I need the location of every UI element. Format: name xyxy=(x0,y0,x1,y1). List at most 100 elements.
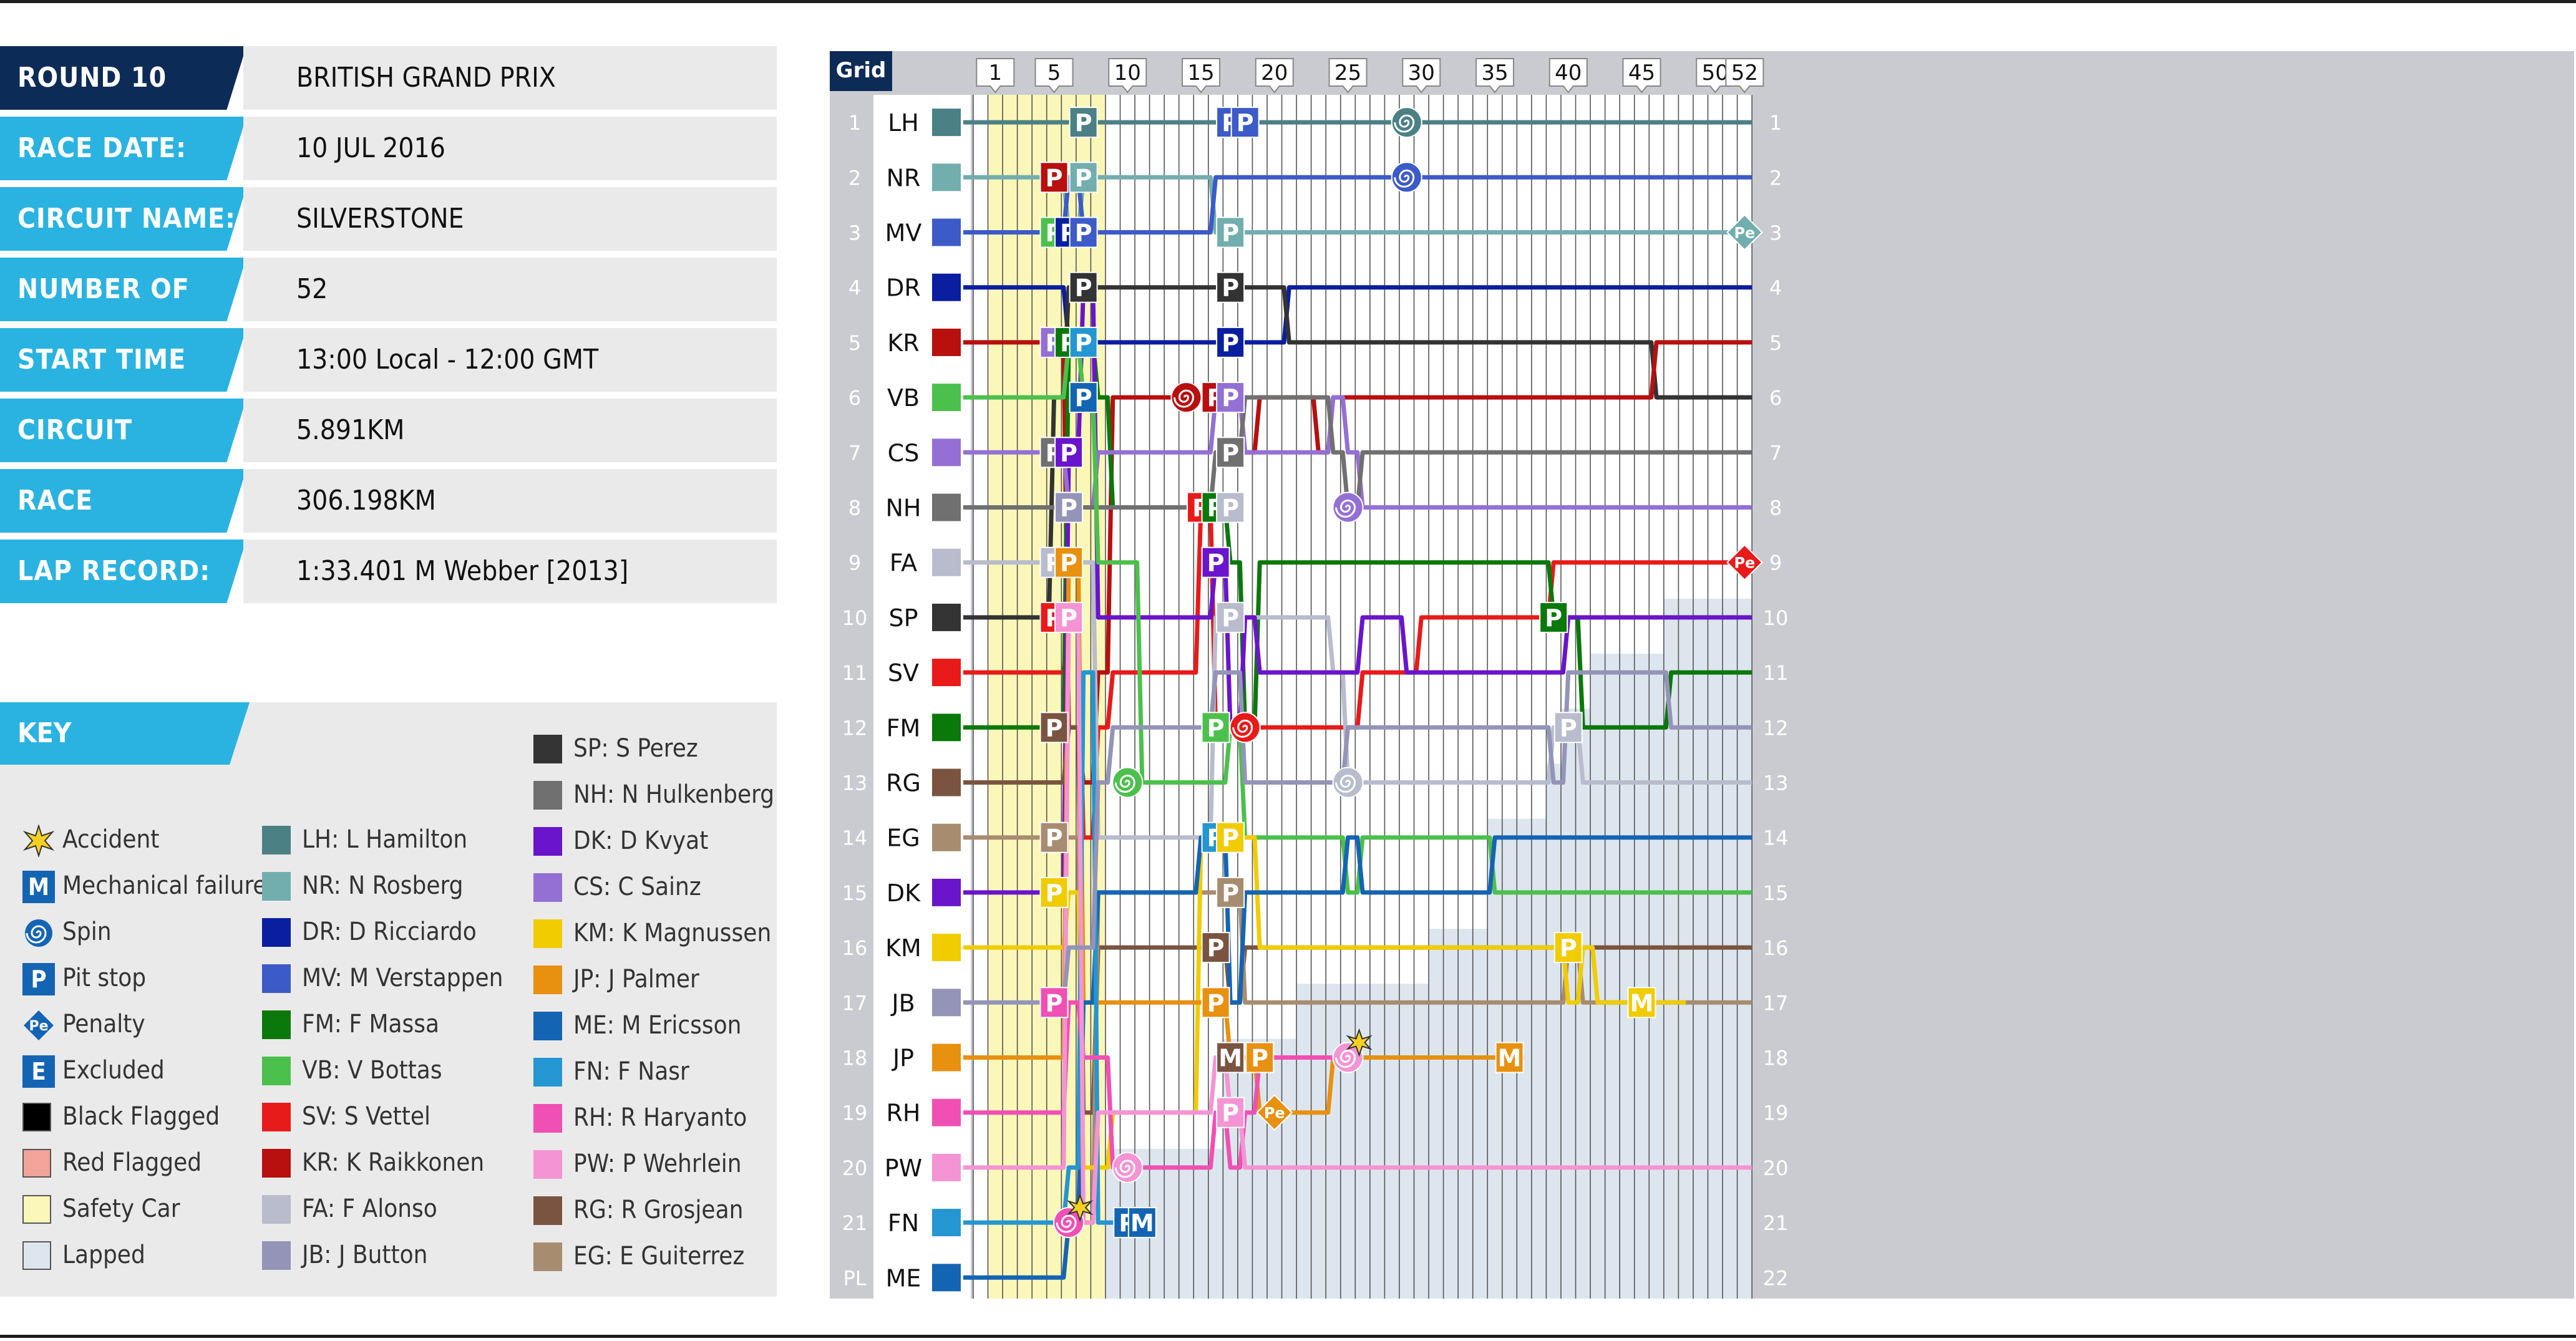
series-line-sp xyxy=(963,285,1752,620)
key-driver-label: SP: S Perez xyxy=(573,734,698,763)
grid-driver-code: DK xyxy=(887,879,921,907)
event-label: P xyxy=(1251,1045,1268,1072)
lap-tick-box xyxy=(1328,58,1368,94)
event-label: P xyxy=(1046,714,1063,742)
key-swatch xyxy=(262,1241,291,1270)
position-label: 19 xyxy=(842,1101,868,1125)
info-row: ROUND 10 BRITISH GRAND PRIX xyxy=(0,46,777,110)
event-label: P xyxy=(1075,220,1092,247)
lap-tick-label: 30 xyxy=(1408,61,1435,85)
position-label: 6 xyxy=(848,386,861,410)
lap-chart: Grid 1 5 10 15 20 25 30 35 40 45 50 52 1 2 3 4 5 6 7 8 9 10 11 1… xyxy=(830,51,2574,1299)
key-driver-label: FA: F Alonso xyxy=(302,1194,437,1223)
position-label: 15 xyxy=(842,881,868,905)
info-label: CIRCUIT LENGTH: xyxy=(0,399,246,462)
right-position-label: 18 xyxy=(1763,1047,1789,1070)
series-line-dk xyxy=(963,285,1752,895)
info-row: NUMBER OF LAPS:52 xyxy=(0,258,777,321)
position-label: 9 xyxy=(848,551,861,575)
series-line-rh xyxy=(963,1000,1333,1170)
pit-stop-marker xyxy=(1553,932,1583,964)
position-label: 18 xyxy=(842,1047,868,1070)
position-label: 3 xyxy=(848,221,861,245)
info-label: RACE DATE: xyxy=(0,117,246,180)
pit-stop-marker xyxy=(1039,712,1069,743)
event-label: M xyxy=(1498,1045,1522,1072)
event-label: P xyxy=(1046,164,1063,191)
lap-tick-box xyxy=(1255,58,1294,94)
mechanical-failure-marker xyxy=(1127,1207,1157,1239)
lap-tick-label: 20 xyxy=(1261,61,1288,85)
series-line-sv xyxy=(963,505,1752,840)
position-label: 20 xyxy=(842,1156,868,1180)
grid-header-bg xyxy=(830,51,892,91)
key-swatch xyxy=(262,872,291,901)
grid-driver-code: JB xyxy=(890,989,915,1017)
info-row: START TIME 13:00 Local - 12:00 GMT xyxy=(0,328,777,392)
event-label: P xyxy=(1222,220,1239,247)
grid-driver-code: KM xyxy=(885,934,921,962)
key-driver-label: DR: D Ricciardo xyxy=(302,917,477,946)
right-position-label: 4 xyxy=(1769,276,1782,300)
info-value: 306.198KM xyxy=(243,469,777,533)
position-label: 1 xyxy=(848,111,861,135)
pit-stop-marker xyxy=(1054,491,1084,523)
key-swatch xyxy=(22,1195,51,1224)
grid-driver-swatch xyxy=(932,273,961,301)
grid-driver-code: MV xyxy=(885,220,922,247)
pit-stop-marker xyxy=(1201,546,1230,578)
pit-stop-marker xyxy=(1216,876,1245,908)
spin-swirl xyxy=(1335,775,1356,793)
lap-tick-label: 15 xyxy=(1187,61,1214,85)
position-label: 14 xyxy=(842,826,868,850)
mechanical-failure-marker xyxy=(1627,987,1656,1019)
info-label: LAP RECORD: xyxy=(0,540,246,603)
grid-driver-code: DR xyxy=(886,274,921,302)
key-swatch xyxy=(22,1241,51,1270)
grid-header: Grid xyxy=(836,58,887,83)
info-label: RACE DISTANCE: xyxy=(0,469,246,533)
series-line-cs xyxy=(963,395,1752,510)
right-position-label: 7 xyxy=(1769,441,1782,465)
grid-driver-swatch xyxy=(932,934,961,962)
event-label: P xyxy=(1222,495,1239,522)
pit-stop-marker xyxy=(1216,491,1245,523)
grid-driver-code: SP xyxy=(888,604,918,632)
grid-driver-swatch xyxy=(932,603,961,631)
grid-driver-swatch xyxy=(932,109,961,137)
grid-driver-swatch xyxy=(932,328,961,356)
event-label: P xyxy=(1060,549,1077,577)
key-symbol-label: Black Flagged xyxy=(62,1102,220,1131)
spin-swirl xyxy=(1114,775,1135,793)
top-rule xyxy=(0,0,2576,3)
key-swatch xyxy=(533,827,562,856)
position-label: 2 xyxy=(848,166,861,190)
grid-driver-code: NH xyxy=(886,495,921,522)
grid-driver-swatch xyxy=(932,714,961,742)
grid-driver-swatch xyxy=(932,548,961,576)
lap-tick-label: 25 xyxy=(1334,61,1361,85)
key-driver-label: KR: K Raikkonen xyxy=(302,1148,485,1177)
spin-swirl xyxy=(1394,114,1415,133)
grid-driver-swatch xyxy=(932,218,961,246)
pit-stop-marker xyxy=(1054,601,1084,633)
right-position-label: 13 xyxy=(1763,772,1789,795)
info-label: CIRCUIT NAME: xyxy=(0,187,246,251)
event-label: P xyxy=(1075,164,1092,191)
pit-stop-marker xyxy=(1216,601,1245,633)
event-label: P xyxy=(1075,329,1092,357)
event-label: P xyxy=(1222,604,1239,632)
event-label: P xyxy=(1560,714,1577,742)
spin-swirl xyxy=(1056,1214,1077,1233)
info-value: 13:00 Local - 12:00 GMT xyxy=(243,328,777,392)
key-driver-label: CS: C Sainz xyxy=(573,873,701,901)
position-label: 10 xyxy=(842,606,868,630)
key-driver-label: MV: M Verstappen xyxy=(302,964,503,992)
grid-driver-swatch xyxy=(932,659,961,687)
grid-driver-code: CS xyxy=(888,439,920,467)
event-label: P xyxy=(1207,934,1225,962)
info-row: RACE DATE: 10 JUL 2016 xyxy=(0,117,777,180)
pit-stop-marker xyxy=(1039,987,1069,1019)
pit-stop-marker xyxy=(1054,437,1084,468)
